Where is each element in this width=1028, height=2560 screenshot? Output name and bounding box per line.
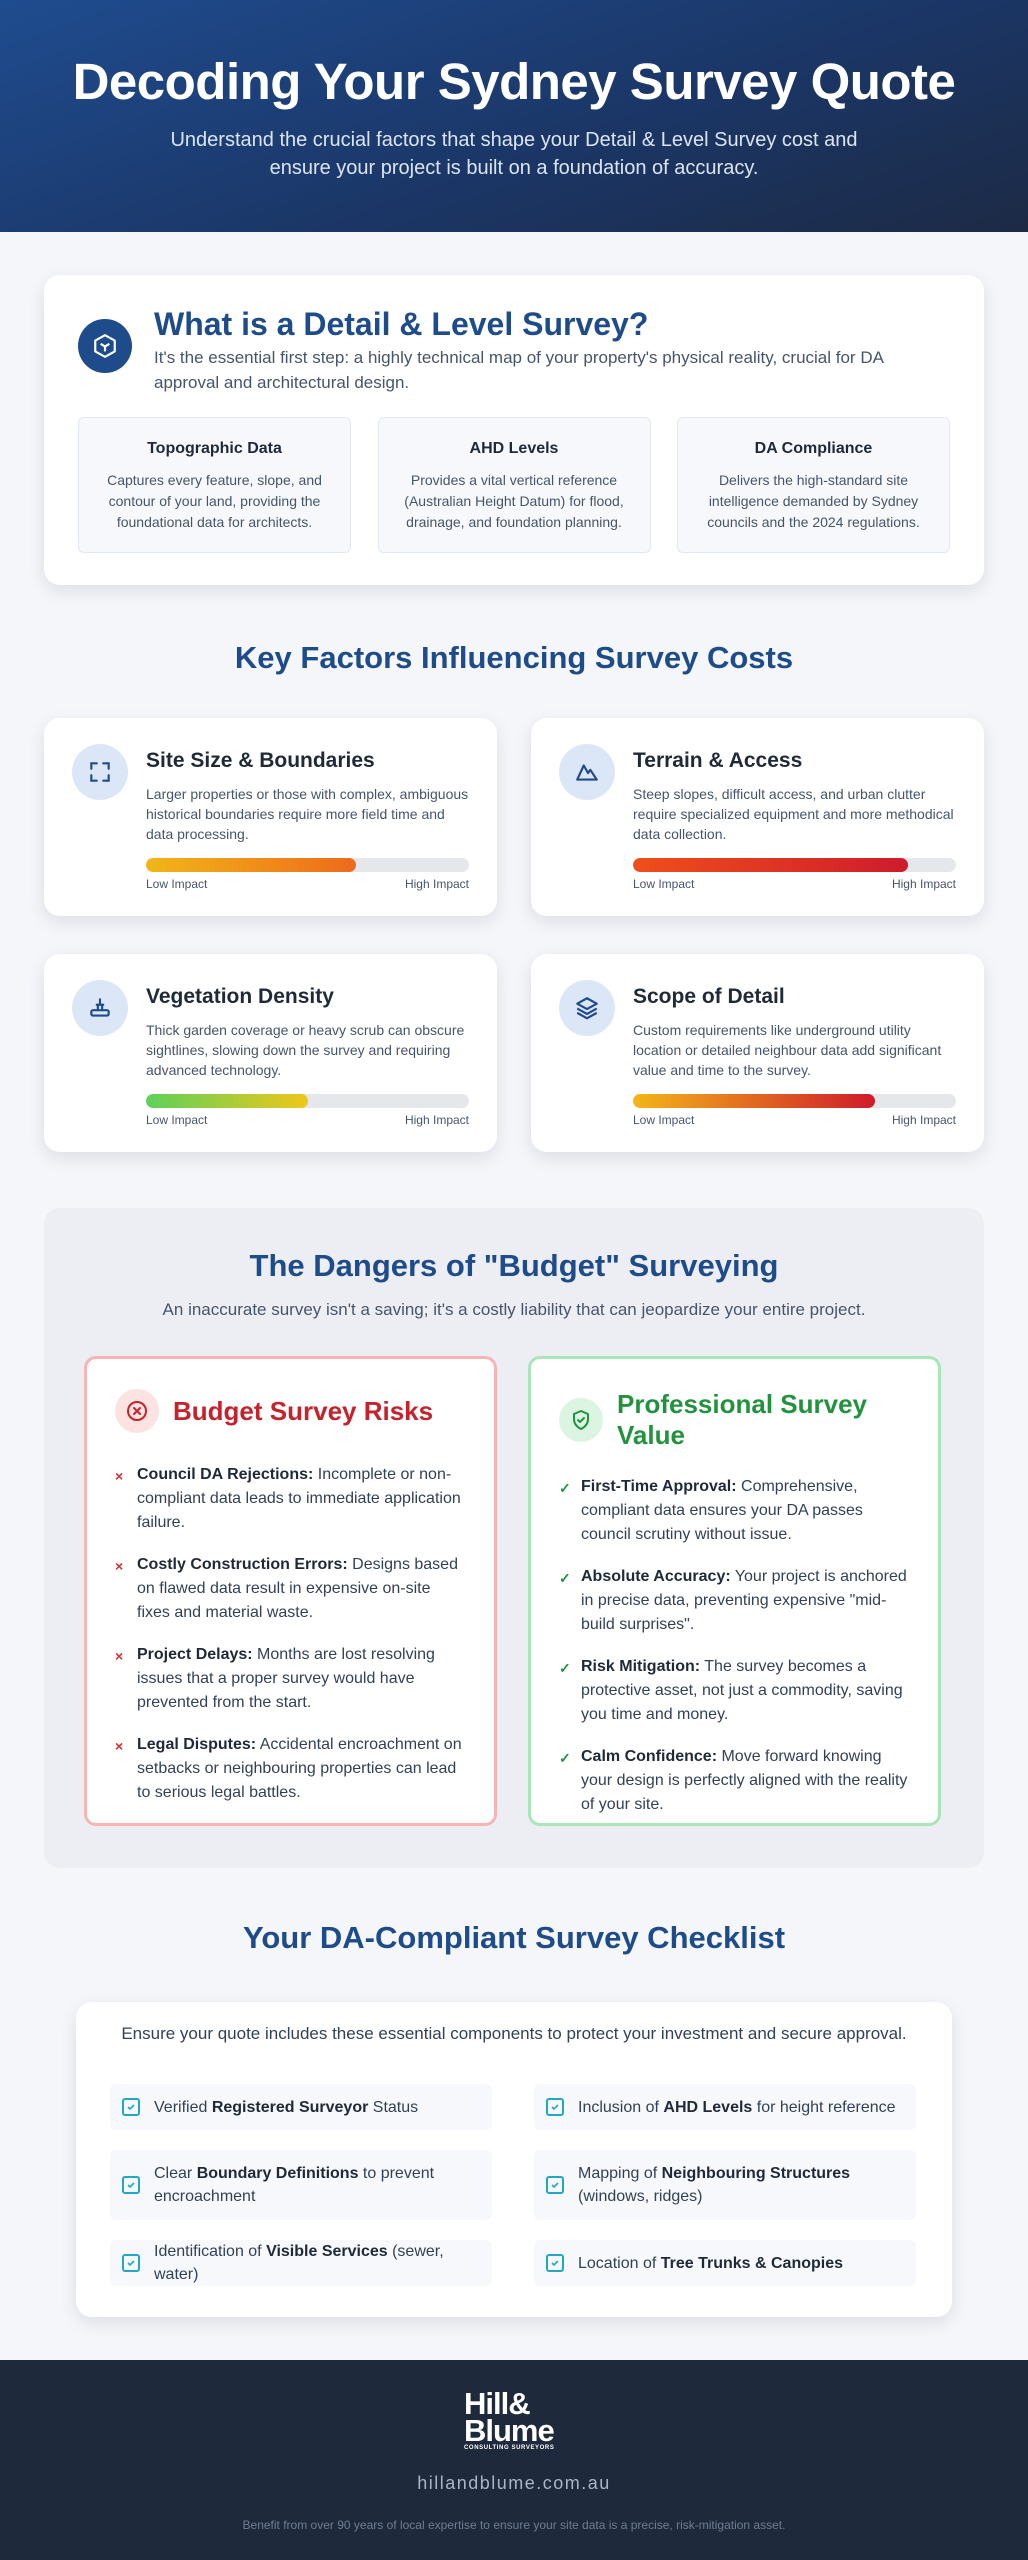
impact-bar [633, 858, 956, 872]
professional-value-title: Professional Survey Value [617, 1389, 867, 1450]
list-item: × Legal Disputes: Accidental encroachment… [115, 1733, 466, 1805]
checklist-item: Identification of Visible Services (sewe… [110, 2240, 492, 2286]
list-item: × Project Delays: Months are lost resolvi… [115, 1643, 466, 1715]
shrub-icon [72, 980, 128, 1036]
factor-title: Terrain & Access [633, 749, 803, 772]
checkbox-icon [122, 2254, 140, 2272]
feature-title: AHD Levels [469, 440, 559, 457]
budget-risks-title: Budget Survey Risks [173, 1395, 434, 1426]
what-is-description: It's the essential first step: a highly … [154, 348, 883, 392]
factor-title: Site Size & Boundaries [146, 749, 375, 772]
list-item: × Council DA Rejections: Incomplete or no… [115, 1463, 466, 1535]
factor-terrain: Terrain & Access Steep slopes, difficult… [531, 718, 984, 916]
what-is-card: What is a Detail & Level Survey? It's th… [44, 275, 984, 585]
check-icon: ✓ [559, 1570, 571, 1586]
cube-icon [78, 319, 132, 373]
dangers-subtitle: An inaccurate survey isn't a saving; it'… [162, 1300, 866, 1319]
checklist-item: Inclusion of AHD Levels for height refer… [534, 2084, 916, 2130]
checkbox-icon [122, 2098, 140, 2116]
list-item: ✓ First-Time Approval: Comprehensive, com… [559, 1475, 910, 1547]
feature-da-compliance: DA Compliance Delivers the high-standard… [677, 417, 950, 553]
cross-icon: × [115, 1468, 124, 1484]
factor-title: Vegetation Density [146, 985, 334, 1008]
factor-text: Thick garden coverage or heavy scrub can… [146, 1022, 465, 1078]
factor-text: Steep slopes, difficult access, and urba… [633, 786, 954, 842]
high-impact-label: High Impact [404, 1113, 469, 1127]
feature-title: Topographic Data [147, 440, 282, 457]
checklist-card: Ensure your quote includes these essenti… [76, 2002, 952, 2317]
high-impact-label: High Impact [404, 877, 469, 891]
cross-icon: × [115, 1648, 124, 1664]
checkbox-icon [546, 2254, 564, 2272]
expand-icon [72, 744, 128, 800]
cross-icon: × [115, 1558, 124, 1574]
brand-logo: Hill& Blume CONSULTING SURVEYORS [464, 2386, 555, 2451]
list-item: ✓ Calm Confidence: Move forward knowing y… [559, 1745, 910, 1817]
hero-banner: Decoding Your Sydney Survey Quote Unders… [0, 0, 1028, 232]
cross-icon: × [115, 1738, 124, 1754]
what-is-title: What is a Detail & Level Survey? [154, 306, 649, 342]
factor-text: Custom requirements like underground uti… [633, 1022, 942, 1078]
feature-text: Captures every feature, slope, and conto… [107, 472, 322, 530]
checkbox-icon [546, 2176, 564, 2194]
checkbox-icon [122, 2176, 140, 2194]
low-impact-label: Low Impact [146, 877, 208, 891]
list-item: ✓ Risk Mitigation: The survey becomes a p… [559, 1655, 910, 1727]
check-icon: ✓ [559, 1660, 571, 1676]
check-icon: ✓ [559, 1480, 571, 1496]
high-impact-label: High Impact [891, 1113, 956, 1127]
feature-title: DA Compliance [754, 440, 873, 457]
factor-site-size: Site Size & Boundaries Larger properties… [44, 718, 497, 916]
checklist-intro: Ensure your quote includes these essenti… [121, 2024, 907, 2043]
factor-scope: Scope of Detail Custom requirements like… [531, 954, 984, 1152]
impact-bar [146, 1094, 469, 1108]
impact-bar [146, 858, 469, 872]
feature-topographic: Topographic Data Captures every feature,… [78, 417, 351, 553]
footer-tagline: Benefit from over 90 years of local expe… [242, 2518, 786, 2532]
footer: Hill& Blume CONSULTING SURVEYORS hilland… [0, 2360, 1028, 2560]
low-impact-label: Low Impact [633, 1113, 695, 1127]
factor-title: Scope of Detail [633, 985, 785, 1008]
page-subtitle: Understand the crucial factors that shap… [170, 129, 858, 179]
impact-bar [633, 1094, 956, 1108]
dangers-title: The Dangers of "Budget" Surveying [249, 1248, 779, 1283]
feature-ahd: AHD Levels Provides a vital vertical ref… [377, 417, 651, 553]
check-icon: ✓ [559, 1750, 571, 1766]
list-item: × Costly Construction Errors: Designs bas… [115, 1553, 466, 1625]
checkbox-icon [546, 2098, 564, 2116]
factor-vegetation: Vegetation Density Thick garden coverage… [44, 954, 497, 1152]
feature-text: Provides a vital vertical reference (Aus… [404, 472, 624, 530]
checklist-title: Your DA-Compliant Survey Checklist [242, 1920, 786, 1955]
layers-icon [559, 980, 615, 1036]
x-circle-icon [115, 1389, 159, 1433]
high-impact-label: High Impact [891, 877, 956, 891]
feature-text: Delivers the high-standard site intellig… [707, 472, 920, 530]
list-item: ✓ Absolute Accuracy: Your project is anch… [559, 1565, 910, 1637]
website-link[interactable]: hillandblume.com.au [417, 2473, 611, 2493]
shield-check-icon [559, 1398, 603, 1442]
low-impact-label: Low Impact [146, 1113, 208, 1127]
budget-risks-card: Budget Survey Risks × Council DA Rejectio… [84, 1356, 497, 1826]
low-impact-label: Low Impact [633, 877, 695, 891]
mountain-icon [559, 744, 615, 800]
checklist-item: Mapping of Neighbouring Structures (wind… [534, 2150, 916, 2220]
checklist-item: Clear Boundary Definitions to prevent en… [110, 2150, 492, 2220]
professional-value-card: Professional Survey Value ✓ First-Time Ap… [528, 1356, 941, 1826]
factors-title: Key Factors Influencing Survey Costs [234, 640, 794, 675]
dangers-section: The Dangers of "Budget" Surveying An ina… [44, 1208, 984, 1868]
checklist-item: Location of Tree Trunks & Canopies [534, 2240, 916, 2286]
page-title: Decoding Your Sydney Survey Quote [72, 53, 956, 110]
factor-text: Larger properties or those with complex,… [146, 786, 469, 842]
checklist-item: Verified Registered Surveyor Status [110, 2084, 492, 2130]
